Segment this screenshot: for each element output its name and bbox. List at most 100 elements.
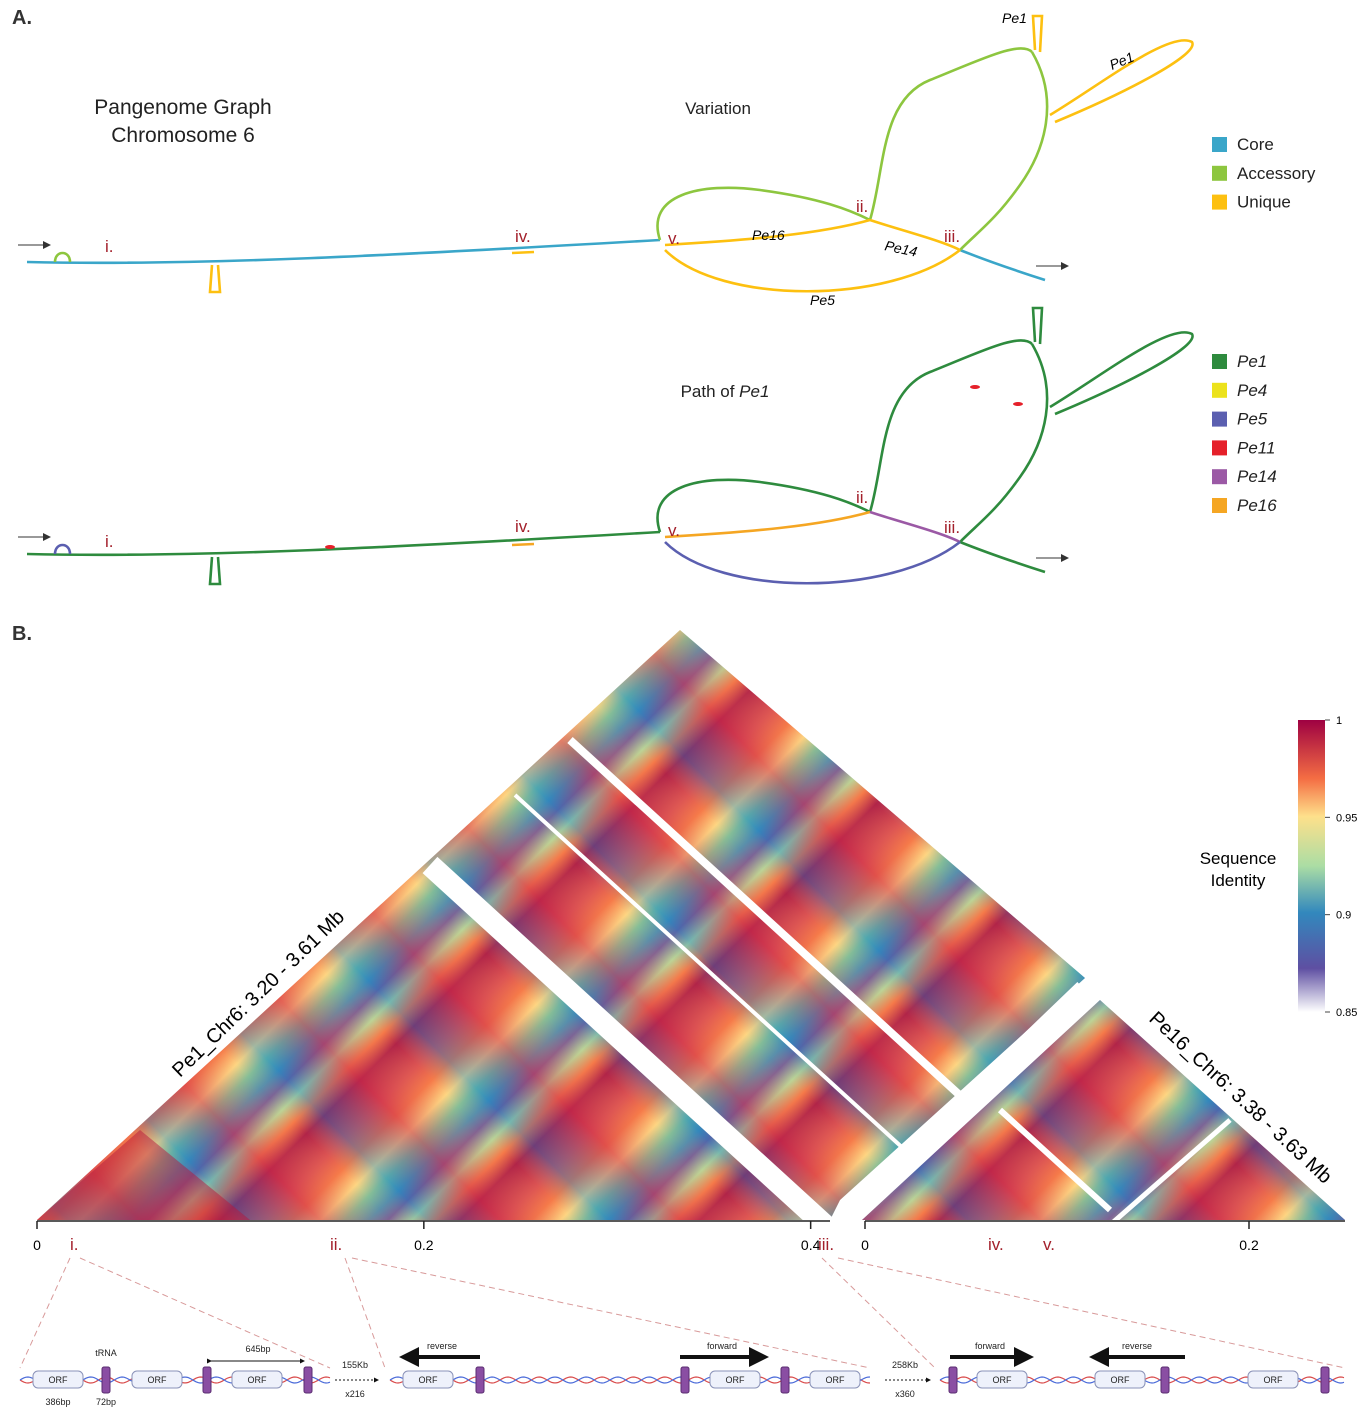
orf-label: ORF <box>419 1375 439 1385</box>
schematic-label: forward <box>707 1341 737 1351</box>
subtitle-italic: Pe1 <box>739 382 769 401</box>
marker: iii. <box>944 227 960 246</box>
tick-label: 0 <box>33 1237 41 1253</box>
schematic-label: 645bp <box>245 1344 270 1354</box>
graph-path <box>960 250 1045 280</box>
graph-path <box>960 542 1045 572</box>
marker: i. <box>105 532 114 551</box>
marker: v. <box>668 521 680 540</box>
legend-label: Pe11 <box>1237 438 1275 457</box>
colorbar-label: 0.85 <box>1336 1007 1357 1019</box>
schematic-label: reverse <box>1122 1341 1152 1351</box>
legends: CoreAccessoryUniquePe1Pe4Pe5Pe11Pe14Pe16 <box>1212 135 1316 515</box>
orf-label: ORF <box>1111 1375 1131 1385</box>
colorbar-title: Sequence <box>1200 849 1277 868</box>
orf-label: ORF <box>248 1375 268 1385</box>
marker: ii. <box>856 197 868 216</box>
legend-label: Core <box>1237 135 1274 154</box>
graph-path <box>55 545 70 554</box>
graph-path <box>512 252 534 253</box>
colorbar-label: 1 <box>1336 715 1342 727</box>
variant-dot <box>325 545 335 549</box>
marker: iv. <box>988 1235 1004 1254</box>
legend-swatch <box>1212 166 1227 181</box>
legend-swatch <box>1212 383 1227 398</box>
schematic-label: forward <box>975 1341 1005 1351</box>
graph-subtitle: Path of Pe1 <box>681 382 770 401</box>
top-labels: i. ii. iii. iv. v. Pe1 Pe1 Pe16 Pe14 Pe5 <box>105 10 1136 308</box>
path-label: Pe16 <box>752 227 785 243</box>
marker: v. <box>1043 1235 1055 1254</box>
graph-path <box>870 340 1032 512</box>
orf-label: ORF <box>49 1375 69 1385</box>
legend-swatch <box>1212 469 1227 484</box>
colorbar-title: Identity <box>1211 871 1266 890</box>
graph-path <box>1033 16 1042 52</box>
orf-label: ORF <box>1264 1375 1284 1385</box>
legend-label: Pe4 <box>1237 381 1267 400</box>
graph-path <box>1033 308 1042 344</box>
trna <box>102 1367 110 1393</box>
tick-label: 0.2 <box>1239 1237 1259 1253</box>
trna <box>476 1367 484 1393</box>
variant-dot <box>1013 402 1023 406</box>
schematic-label: x360 <box>895 1389 915 1399</box>
tick-label: 0 <box>861 1237 869 1253</box>
legend-swatch <box>1212 440 1227 455</box>
graph-title: Chromosome 6 <box>111 124 255 147</box>
graph-path <box>210 265 220 292</box>
trna <box>304 1367 312 1393</box>
graph-path <box>665 542 960 583</box>
legend-swatch <box>1212 195 1227 210</box>
trna <box>203 1367 211 1393</box>
path-label: Pe1 <box>1107 49 1136 73</box>
panel-label: B. <box>12 623 32 645</box>
legend-label: Pe16 <box>1237 496 1277 515</box>
marker: iv. <box>515 517 531 536</box>
colorbar-label: 0.9 <box>1336 910 1351 922</box>
schematic-label: 72bp <box>96 1397 116 1407</box>
path-label: Pe14 <box>883 237 919 259</box>
colorbar <box>1298 720 1325 1012</box>
graph-path <box>960 344 1047 542</box>
graph-path <box>960 52 1047 250</box>
graph-title: Pangenome Graph <box>94 96 271 119</box>
subtitle-text: Path of <box>681 382 735 401</box>
marker: ii. <box>330 1235 342 1254</box>
trna <box>949 1367 957 1393</box>
trna <box>1321 1367 1329 1393</box>
legend-swatch <box>1212 354 1227 369</box>
schematic-label: x216 <box>345 1389 365 1399</box>
graph-path <box>512 544 534 545</box>
orf-label: ORF <box>993 1375 1013 1385</box>
heatmap <box>37 630 1345 1230</box>
orf-label: ORF <box>826 1375 846 1385</box>
legend-label: Accessory <box>1237 164 1316 183</box>
orf-label: ORF <box>726 1375 746 1385</box>
trna <box>781 1367 789 1393</box>
marker: iii. <box>944 518 960 537</box>
legend-label: Pe1 <box>1237 352 1267 371</box>
panel-label: A. <box>12 7 32 29</box>
graph-path <box>870 48 1032 220</box>
legend-swatch <box>1212 412 1227 427</box>
marker: i. <box>105 237 114 256</box>
trna <box>1161 1367 1169 1393</box>
variant-dot <box>970 385 980 389</box>
graph-path <box>210 557 220 584</box>
marker: i. <box>70 1235 79 1254</box>
schematic-label: tRNA <box>95 1348 117 1358</box>
legend-label: Pe14 <box>1237 467 1277 486</box>
legend-label: Pe5 <box>1237 410 1268 429</box>
graph-path <box>27 240 660 263</box>
graph-subtitle: Variation <box>685 99 751 118</box>
marker: iv. <box>515 227 531 246</box>
colorbar-label: 0.95 <box>1336 812 1357 824</box>
marker: iii. <box>818 1235 834 1254</box>
graph-path <box>665 512 870 537</box>
graph-path <box>1050 332 1193 414</box>
graph-path <box>55 253 70 262</box>
path-label: Pe5 <box>810 292 835 308</box>
legend-swatch <box>1212 498 1227 513</box>
